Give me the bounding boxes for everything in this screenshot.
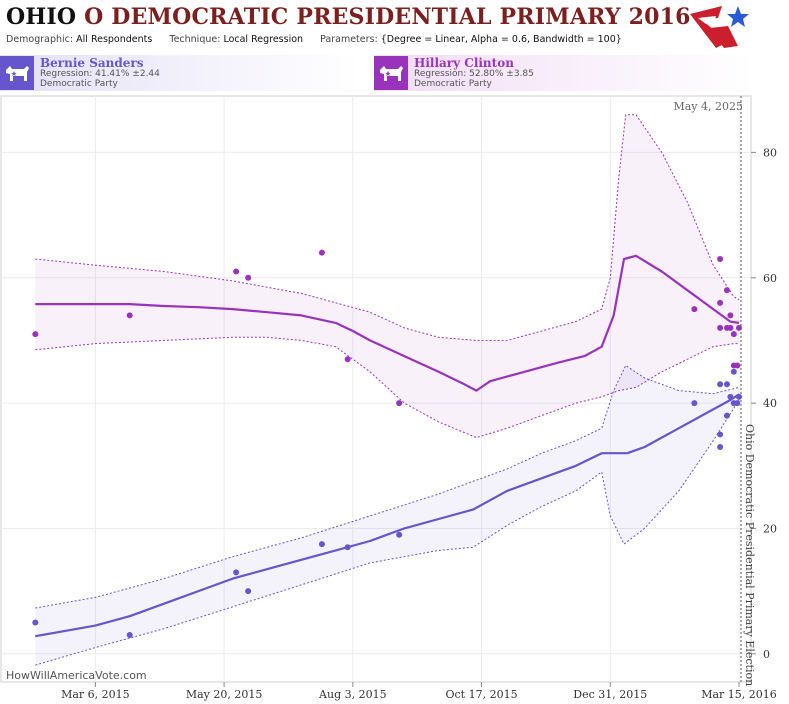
candidate-clinton[interactable]: Hillary Clinton Regression: 52.80% ±3.85… [374,55,754,91]
bernie-sanders-poll-point [32,619,39,626]
hillary-clinton-poll-point [734,362,741,369]
page-title: OHIO O DEMOCRATIC PRESIDENTIAL PRIMARY 2… [6,4,691,30]
bernie-sanders-poll-point [318,541,325,548]
parameters-value[interactable]: {Degree = Linear, Alpha = 0.6, Bandwidth… [380,34,622,45]
hillary-clinton-poll-point [691,306,698,313]
hillary-clinton-poll-point [344,356,351,363]
bernie-sanders-poll-point [717,443,724,450]
parameters-line: Demographic: All Respondents Technique: … [6,34,636,45]
candidate-regression: Regression: 52.80% ±3.85 [414,69,534,79]
technique-label: Technique: [169,34,221,45]
regression-lines [35,254,740,638]
hillary-clinton-poll-point [32,331,39,338]
candidate-name: Bernie Sanders [40,56,144,70]
grid [1,96,751,682]
x-tick-label: Dec 31, 2015 [573,688,647,701]
y-tick-label: 20 [763,522,777,535]
site-logo-icon[interactable] [688,2,750,50]
hillary-clinton-poll-point [396,400,403,407]
bernie-sanders-poll-point [344,544,351,551]
demographic-label: Demographic: [6,34,74,45]
x-tick-label: May 20, 2015 [186,688,263,701]
current-date-label: May 4, 2025 [673,100,743,113]
bernie-sanders-band [35,365,740,666]
bernie-sanders-poll-point [126,631,133,638]
y-tick-label: 0 [763,648,770,661]
y-tick-label: 80 [763,146,777,159]
bernie-sanders-poll-point [723,381,730,388]
watermark[interactable]: HowWillAmericaVote.com [6,669,147,682]
bernie-sanders-upper-bound [35,364,740,609]
hillary-clinton-poll-point [717,299,724,306]
state-name: OHIO [6,4,77,30]
header: OHIO O DEMOCRATIC PRESIDENTIAL PRIMARY 2… [0,0,789,54]
bernie-sanders-poll-point [245,588,252,595]
bernie-sanders-poll-point [735,393,742,400]
donkey-icon [374,56,408,90]
hillary-clinton-band [35,114,740,438]
confidence-bands [35,114,740,666]
bernie-sanders-regression-line [35,393,740,638]
bernie-sanders-poll-point [396,531,403,538]
hillary-clinton-poll-point [730,331,737,338]
hillary-clinton-poll-point [717,324,724,331]
candidate-party: Democratic Party [40,79,118,89]
y-tick-label: 60 [763,272,777,285]
hillary-clinton-poll-point [727,312,734,319]
candidate-legend: Bernie Sanders Regression: 41.41% ±2.44 … [0,55,789,93]
hillary-clinton-poll-point [723,287,730,294]
demographic-value[interactable]: All Respondents [76,34,153,45]
candidate-regression: Regression: 41.41% ±2.44 [40,69,160,79]
bernie-sanders-poll-point [717,381,724,388]
donkey-icon [0,56,34,90]
bernie-sanders-lower-bound [35,399,740,666]
bernie-sanders-poll-point [691,400,698,407]
x-tick-label: Mar 6, 2015 [61,688,130,701]
parameters-label: Parameters: [320,34,378,45]
x-tick-label: Mar 15, 2016 [701,688,777,701]
candidate-name: Hillary Clinton [414,56,514,70]
election-label: Ohio Democratic Presidential Primary Ele… [743,424,756,686]
bernie-sanders-poll-point [730,368,737,375]
hillary-clinton-poll-point [245,274,252,281]
bernie-sanders-poll-point [717,431,724,438]
hillary-clinton-poll-point [727,324,734,331]
bernie-sanders-poll-point [734,400,741,407]
race-title: O DEMOCRATIC PRESIDENTIAL PRIMARY 2016 [84,4,691,30]
hillary-clinton-poll-point [233,268,240,275]
hillary-clinton-poll-point [318,249,325,256]
candidate-party: Democratic Party [414,79,492,89]
axes: 0 20 40 60 80 Mar 6, 2015 May 20, 2015 Aug 3, 2… [61,146,777,701]
bernie-sanders-poll-point [727,393,734,400]
hillary-clinton-regression-line [35,254,740,392]
bernie-sanders-poll-point [723,412,730,419]
bernie-sanders-poll-point [233,569,240,576]
candidate-sanders[interactable]: Bernie Sanders Regression: 41.41% ±2.44 … [0,55,360,91]
hillary-clinton-poll-point [717,255,724,262]
technique-value[interactable]: Local Regression [223,34,304,45]
x-tick-label: Aug 3, 2015 [318,688,387,701]
x-tick-label: Oct 17, 2015 [446,688,518,701]
y-tick-label: 40 [763,397,777,410]
hillary-clinton-poll-point [126,312,133,319]
